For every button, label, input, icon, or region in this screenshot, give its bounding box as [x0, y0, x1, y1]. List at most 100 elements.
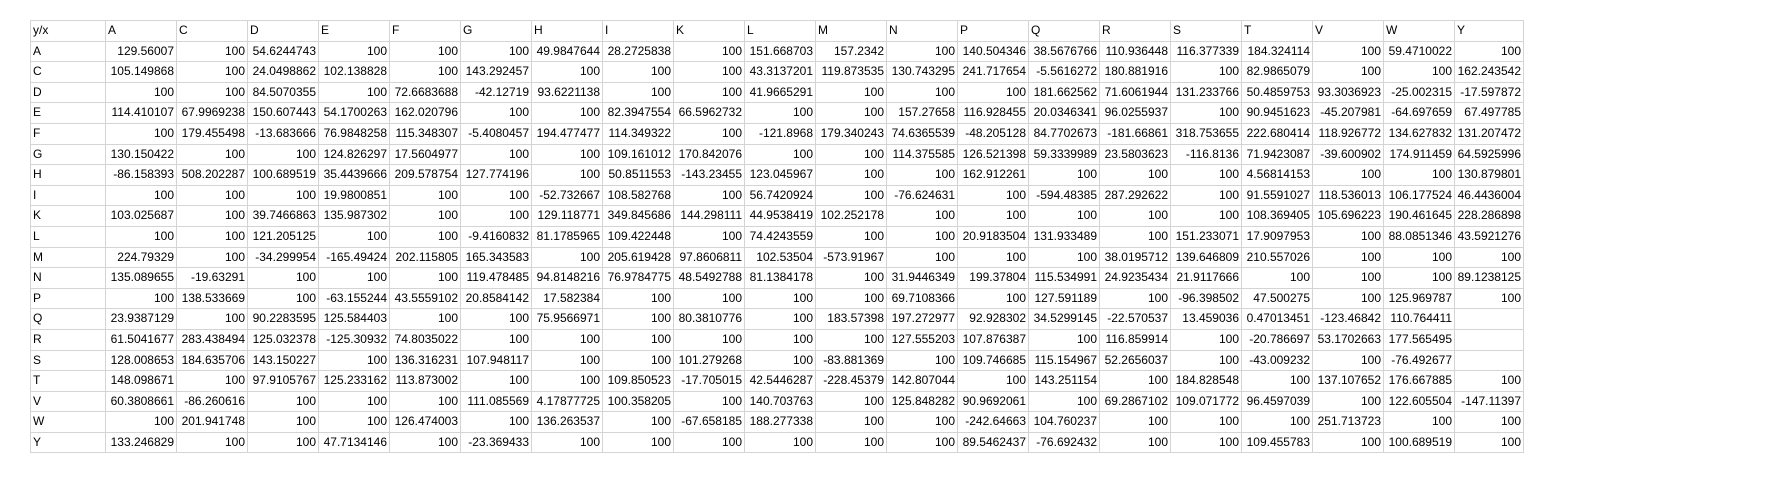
data-cell[interactable]: 100: [957, 205, 1029, 227]
data-cell[interactable]: 17.582384: [531, 288, 603, 310]
data-cell[interactable]: 76.9848258: [318, 123, 390, 145]
data-cell[interactable]: 287.292622: [1099, 185, 1171, 207]
data-cell[interactable]: -121.8968: [744, 123, 816, 145]
data-cell[interactable]: 133.246829: [105, 432, 177, 454]
data-cell[interactable]: 100: [1312, 247, 1384, 269]
data-cell[interactable]: 53.1702663: [1312, 329, 1384, 351]
data-cell[interactable]: 119.873535: [815, 61, 887, 83]
data-cell[interactable]: 96.4597039: [1241, 391, 1313, 413]
data-cell[interactable]: 110.936448: [1099, 41, 1171, 63]
data-cell[interactable]: 135.089655: [105, 267, 177, 289]
data-cell[interactable]: 100: [602, 288, 674, 310]
data-cell[interactable]: 100: [673, 82, 745, 104]
data-cell[interactable]: [1454, 350, 1524, 372]
data-cell[interactable]: 100: [1383, 247, 1455, 269]
data-cell[interactable]: 84.5070355: [247, 82, 319, 104]
column-header-cell[interactable]: Q: [1028, 20, 1100, 42]
data-cell[interactable]: -52.732667: [531, 185, 603, 207]
row-header-cell[interactable]: N: [30, 267, 106, 289]
data-cell[interactable]: 100: [744, 350, 816, 372]
data-cell[interactable]: 181.662562: [1028, 82, 1100, 104]
data-cell[interactable]: 128.008653: [105, 350, 177, 372]
data-cell[interactable]: 184.324114: [1241, 41, 1313, 63]
data-cell[interactable]: 100: [531, 61, 603, 83]
data-cell[interactable]: 100: [602, 432, 674, 454]
data-cell[interactable]: 64.5925996: [1454, 144, 1524, 166]
data-cell[interactable]: 100: [460, 41, 532, 63]
data-cell[interactable]: -86.260616: [176, 391, 248, 413]
data-cell[interactable]: 100: [1383, 61, 1455, 83]
data-cell[interactable]: -181.66861: [1099, 123, 1171, 145]
data-cell[interactable]: 20.0346341: [1028, 102, 1100, 124]
data-cell[interactable]: 100: [531, 164, 603, 186]
data-cell[interactable]: 241.717654: [957, 61, 1029, 83]
data-cell[interactable]: 283.438494: [176, 329, 248, 351]
data-cell[interactable]: 100: [602, 308, 674, 330]
data-cell[interactable]: 100: [460, 411, 532, 433]
data-cell[interactable]: 60.3808661: [105, 391, 177, 413]
data-cell[interactable]: 100: [886, 82, 958, 104]
data-cell[interactable]: 148.098671: [105, 370, 177, 392]
data-cell[interactable]: 100: [1312, 61, 1384, 83]
data-cell[interactable]: -45.207981: [1312, 102, 1384, 124]
data-cell[interactable]: 100: [815, 432, 887, 454]
data-cell[interactable]: 52.2656037: [1099, 350, 1171, 372]
data-cell[interactable]: 100: [389, 185, 461, 207]
data-cell[interactable]: 197.272977: [886, 308, 958, 330]
data-cell[interactable]: 13.459036: [1170, 308, 1242, 330]
data-cell[interactable]: 100: [1170, 61, 1242, 83]
data-cell[interactable]: -64.697659: [1383, 102, 1455, 124]
data-cell[interactable]: 183.57398: [815, 308, 887, 330]
column-header-cell[interactable]: M: [815, 20, 887, 42]
data-cell[interactable]: 126.521398: [957, 144, 1029, 166]
data-cell[interactable]: 100: [1454, 41, 1524, 63]
data-cell[interactable]: 131.207472: [1454, 123, 1524, 145]
data-cell[interactable]: 100: [957, 247, 1029, 269]
data-cell[interactable]: 100: [886, 205, 958, 227]
data-cell[interactable]: 100: [460, 205, 532, 227]
column-header-cell[interactable]: E: [318, 20, 390, 42]
column-header-cell[interactable]: R: [1099, 20, 1171, 42]
data-cell[interactable]: 140.703763: [744, 391, 816, 413]
data-cell[interactable]: 102.138828: [318, 61, 390, 83]
data-cell[interactable]: -242.64663: [957, 411, 1029, 433]
data-cell[interactable]: 349.845686: [602, 205, 674, 227]
data-cell[interactable]: 100: [744, 102, 816, 124]
data-cell[interactable]: 100: [1454, 432, 1524, 454]
data-cell[interactable]: 143.150227: [247, 350, 319, 372]
data-cell[interactable]: 144.298111: [673, 205, 745, 227]
data-cell[interactable]: 118.926772: [1312, 123, 1384, 145]
row-header-cell[interactable]: K: [30, 205, 106, 227]
data-cell[interactable]: 76.9784775: [602, 267, 674, 289]
data-cell[interactable]: -594.48385: [1028, 185, 1100, 207]
data-cell[interactable]: 100: [815, 164, 887, 186]
data-cell[interactable]: 67.9969238: [176, 102, 248, 124]
data-cell[interactable]: -34.299954: [247, 247, 319, 269]
data-cell[interactable]: 100: [1028, 247, 1100, 269]
data-cell[interactable]: 100: [247, 432, 319, 454]
column-header-cell[interactable]: L: [744, 20, 816, 42]
data-cell[interactable]: 69.2867102: [1099, 391, 1171, 413]
data-cell[interactable]: 100: [389, 267, 461, 289]
data-cell[interactable]: 131.233766: [1170, 82, 1242, 104]
data-cell[interactable]: 82.9865079: [1241, 61, 1313, 83]
data-cell[interactable]: 69.7108366: [886, 288, 958, 310]
data-cell[interactable]: 100: [176, 185, 248, 207]
data-cell[interactable]: 100: [247, 391, 319, 413]
data-cell[interactable]: -19.63291: [176, 267, 248, 289]
data-cell[interactable]: 100: [815, 102, 887, 124]
data-cell[interactable]: 100: [105, 288, 177, 310]
data-cell[interactable]: 100: [602, 61, 674, 83]
data-cell[interactable]: 109.746685: [957, 350, 1029, 372]
data-cell[interactable]: 100: [602, 329, 674, 351]
data-cell[interactable]: 205.619428: [602, 247, 674, 269]
data-cell[interactable]: 100: [1312, 267, 1384, 289]
data-cell[interactable]: 100: [531, 370, 603, 392]
data-cell[interactable]: 43.5559102: [389, 288, 461, 310]
data-cell[interactable]: 100: [1170, 350, 1242, 372]
data-cell[interactable]: 109.850523: [602, 370, 674, 392]
data-cell[interactable]: 100: [460, 370, 532, 392]
row-header-cell[interactable]: R: [30, 329, 106, 351]
data-cell[interactable]: 81.1384178: [744, 267, 816, 289]
data-cell[interactable]: 89.5462437: [957, 432, 1029, 454]
